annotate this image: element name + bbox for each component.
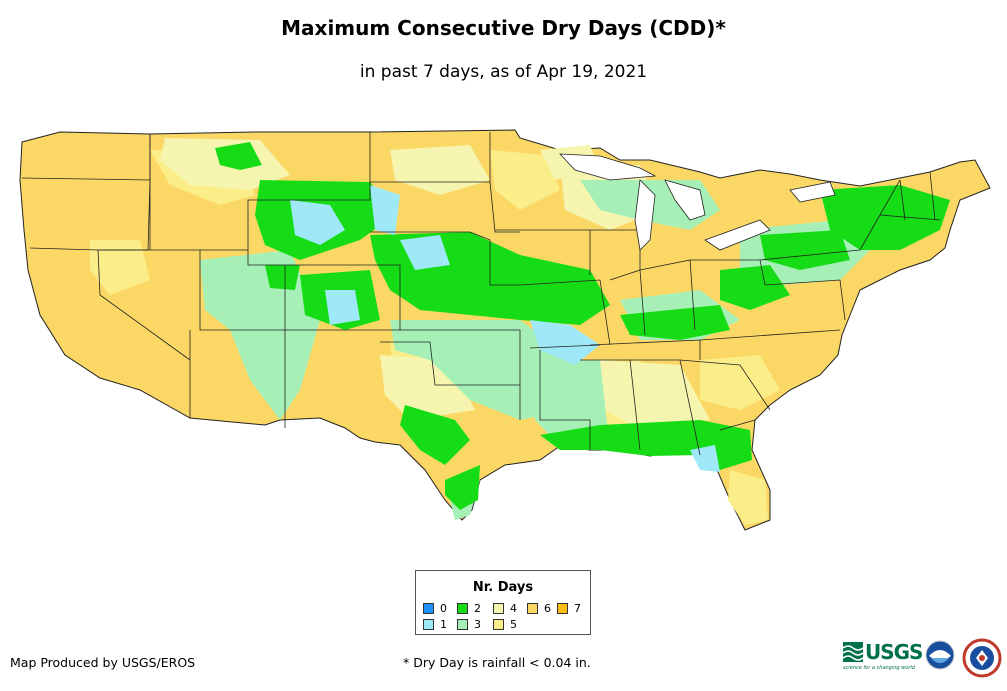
legend-item: 1 bbox=[423, 618, 447, 631]
usgs-wave-icon bbox=[842, 642, 864, 662]
usgs-tagline: science for a changing world bbox=[843, 665, 915, 671]
legend-label: 3 bbox=[474, 618, 481, 631]
us-dry-days-map bbox=[19, 129, 991, 531]
legend-item: 2 bbox=[457, 602, 481, 615]
great-lakes bbox=[559, 153, 836, 251]
usgs-logo: USGS bbox=[842, 640, 923, 664]
usgs-logo-text: USGS bbox=[865, 640, 923, 664]
legend-swatch bbox=[457, 603, 468, 614]
legend-label: 2 bbox=[474, 602, 481, 615]
legend-swatch bbox=[423, 619, 434, 630]
legend-item: 5 bbox=[493, 618, 517, 631]
legend-label: 4 bbox=[510, 602, 517, 615]
legend-swatch bbox=[493, 619, 504, 630]
legend-item: 7 bbox=[557, 602, 581, 615]
dry-4-areas bbox=[160, 138, 710, 430]
legend-item: 0 bbox=[423, 602, 447, 615]
legend-label: 1 bbox=[440, 618, 447, 631]
legend-label: 7 bbox=[574, 602, 581, 615]
legend-swatch bbox=[423, 603, 434, 614]
legend-item: 6 bbox=[527, 602, 551, 615]
legend-swatch bbox=[493, 603, 504, 614]
map-title: Maximum Consecutive Dry Days (CDD)* bbox=[281, 16, 726, 40]
map-credit: Map Produced by USGS/EROS bbox=[10, 655, 196, 670]
legend-label: 5 bbox=[510, 618, 517, 631]
legend-swatch bbox=[557, 603, 568, 614]
legend-item: 4 bbox=[493, 602, 517, 615]
nws-logo-icon bbox=[962, 638, 1002, 678]
legend-swatch bbox=[527, 603, 538, 614]
legend-swatch bbox=[457, 619, 468, 630]
legend-label: 6 bbox=[544, 602, 551, 615]
legend-title: Nr. Days bbox=[472, 580, 534, 595]
dry-1-areas bbox=[290, 185, 720, 472]
legend: Nr. Days 0 1 2 3 4 5 6 7 bbox=[415, 570, 591, 635]
legend-label: 0 bbox=[440, 602, 447, 615]
legend-item: 3 bbox=[457, 618, 481, 631]
noaa-logo-icon bbox=[925, 640, 955, 670]
dry-day-note: * Dry Day is rainfall < 0.04 in. bbox=[403, 655, 591, 670]
map-subtitle: in past 7 days, as of Apr 19, 2021 bbox=[359, 62, 648, 82]
state-boundaries bbox=[21, 132, 941, 456]
